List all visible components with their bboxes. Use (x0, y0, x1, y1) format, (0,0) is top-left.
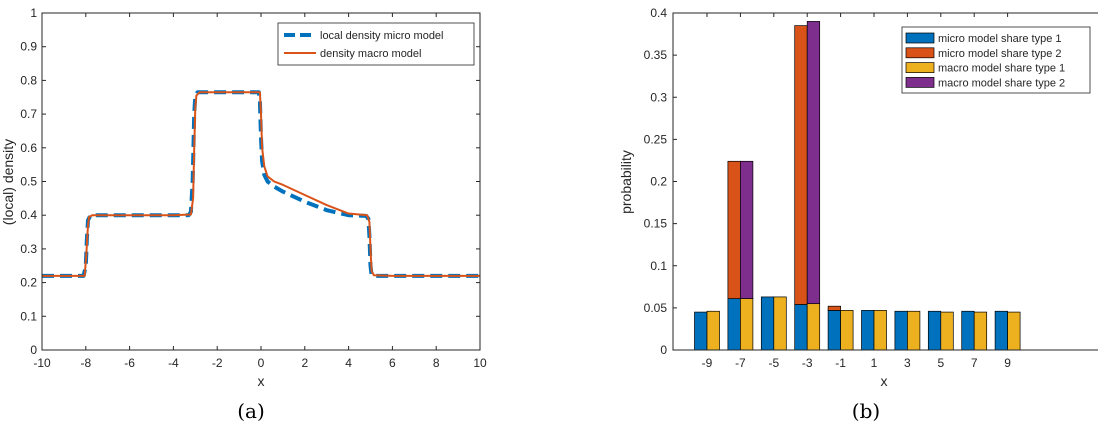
bar-micro-model-share-type-1--1 (827, 310, 841, 351)
panel-a-xtick-label: -6 (124, 356, 135, 370)
panel-b-xtick-label: 7 (971, 356, 978, 370)
panel-b-xtick-label: -5 (768, 356, 779, 370)
panel-b: -9 -7 -5 -3 -1 1 3 5 7 9 0 0.05 0.1 0.15 0.2 0.25 0.3 0.3… (618, 6, 1098, 423)
panel-b-ytick-label: 0.1 (650, 259, 667, 273)
bar-micro-model-share-type-1--5 (760, 296, 775, 351)
legend-label-micro-model-share-type-1: micro model share type 1 (938, 33, 1062, 45)
bar-macro-model-share-type-1-3 (907, 310, 921, 351)
panel-b-ytick-label: 0.4 (650, 6, 667, 20)
bar-micro-model-share-type-1--7 (727, 298, 741, 351)
panel-b-xtick-label: 3 (904, 356, 911, 370)
legend-label-micro-density: local density micro model (320, 30, 444, 42)
panel-b-xtick-label: 9 (1004, 356, 1011, 370)
panel-a-xtick-label: 8 (433, 356, 440, 370)
panel-b-ytick-label: 0.2 (650, 175, 667, 189)
legend-label-micro-model-share-type-2: micro model share type 2 (938, 48, 1062, 60)
bar-micro-model-share-type-1-5 (927, 310, 942, 351)
panel-a-ytick-label: 0.9 (20, 40, 37, 54)
panel-b-ticks: -9 -7 -5 -3 -1 1 3 5 7 9 0 0.05 0.1 0.15 0.2 0.25 0.3 0.3… (644, 6, 1012, 370)
panel-a-lines (42, 90, 480, 278)
panel-a-xtick-label: -2 (212, 356, 223, 370)
bar-macro-model-share-type-2--7 (740, 160, 754, 299)
panel-b-ytick-label: 0.25 (644, 132, 668, 146)
legend-swatch-micro-model-share-type-1 (905, 32, 935, 44)
panel-b-xtick-label: -3 (802, 356, 813, 370)
panel-a-axes-box (41, 12, 481, 351)
panel-a-ytick-label: 0.3 (20, 242, 37, 256)
panel-a-ytick-label: 0.5 (20, 175, 37, 189)
panel-b-ylabel: probability (618, 150, 634, 214)
panel-b-ytick-label: 0.3 (650, 90, 667, 104)
panel-a-legend: local density micro model density macro … (277, 22, 475, 66)
panel-b-xtick-label: 5 (937, 356, 944, 370)
panel-b-ytick-label: 0.05 (644, 301, 668, 315)
panel-a-xtick-label: 2 (301, 356, 308, 370)
bar-macro-model-share-type-1--9 (706, 310, 720, 351)
panel-a: -10 -8 -6 -4 -2 0 2 4 6 8 10 0 0.1 0.2 0.3 0.4 0.5 0.6 0.7… (0, 6, 487, 423)
bar-macro-model-share-type-1-5 (940, 311, 954, 351)
panel-b-axes-box (672, 12, 1098, 351)
legend-swatch-macro-model-share-type-1 (905, 62, 935, 73)
bar-micro-model-share-type-2--1 (827, 305, 841, 311)
bar-micro-model-share-type-1-1 (861, 310, 875, 351)
panel-b-ytick-label: 0.35 (644, 48, 668, 62)
legend-label-macro-density: density macro model (320, 48, 422, 60)
panel-a-ytick-label: 0.6 (20, 141, 37, 155)
bar-macro-model-share-type-2--3 (806, 21, 821, 305)
bar-micro-model-share-type-1-9 (994, 310, 1008, 351)
bar-macro-model-share-type-1-9 (1007, 311, 1021, 351)
panel-b-legend: micro model share type 1 micro model shar… (901, 26, 1091, 94)
panel-b-xlabel: x (881, 373, 888, 389)
panel-a-ytick-label: 0.8 (20, 73, 37, 87)
panel-a-ytick-label: 0.7 (20, 107, 37, 121)
panel-a-xtick-label: 0 (258, 356, 265, 370)
panel-a-ytick-label: 0.1 (20, 309, 37, 323)
panel-b-bars (694, 21, 1021, 351)
legend-label-macro-model-share-type-1: macro model share type 1 (938, 63, 1065, 75)
panel-b-xtick-label: -9 (702, 356, 713, 370)
panel-a-xtick-label: -10 (33, 356, 51, 370)
panel-a-xtick-label: -8 (80, 356, 91, 370)
panel-a-ticks: -10 -8 -6 -4 -2 0 2 4 6 8 10 0 0.1 0.2 0.3 0.4 0.5 0.6 0.7… (20, 6, 487, 370)
panel-a-caption: (a) (237, 399, 265, 423)
bar-micro-model-share-type-1--3 (794, 304, 808, 351)
panel-b-xtick-label: -1 (835, 356, 846, 370)
bar-micro-model-share-type-1-3 (894, 310, 908, 351)
panel-b-ytick-label: 0.15 (644, 217, 668, 231)
panel-a-ylabel: (local) density (0, 139, 16, 225)
panel-b-ytick-label: 0 (660, 343, 667, 357)
bar-macro-model-share-type-1--5 (773, 296, 787, 351)
bar-macro-model-share-type-1--1 (840, 310, 854, 351)
panel-a-ytick-label: 0 (30, 343, 37, 357)
bar-micro-model-share-type-2--7 (727, 160, 741, 299)
bar-macro-model-share-type-1--3 (806, 303, 821, 351)
bar-macro-model-share-type-1-7 (973, 311, 988, 351)
panel-a-ytick-label: 1 (30, 6, 37, 20)
panel-b-caption: (b) (852, 399, 880, 423)
bar-micro-model-share-type-1-7 (961, 310, 975, 351)
bar-macro-model-share-type-1--7 (740, 298, 754, 351)
panel-b-xtick-label: -7 (735, 356, 746, 370)
panel-a-xtick-label: 4 (345, 356, 352, 370)
panel-a-xtick-label: 6 (389, 356, 396, 370)
panel-a-xtick-label: -4 (168, 356, 179, 370)
panel-a-xtick-label: 10 (473, 356, 487, 370)
panel-a-xlabel: x (258, 373, 265, 389)
bar-micro-model-share-type-2--3 (794, 25, 808, 305)
legend-swatch-macro-model-share-type-2 (905, 77, 935, 88)
series-line-macro-density (42, 91, 480, 277)
panel-a-legend-box (277, 22, 475, 66)
legend-swatch-micro-model-share-type-2 (905, 47, 935, 59)
bar-micro-model-share-type-1--9 (694, 311, 708, 351)
panel-a-ytick-label: 0.4 (20, 208, 37, 222)
panel-b-xtick-label: 1 (871, 356, 878, 370)
panel-a-ytick-label: 0.2 (20, 276, 37, 290)
bar-macro-model-share-type-1-1 (873, 310, 887, 351)
legend-label-macro-model-share-type-2: macro model share type 2 (938, 77, 1065, 89)
